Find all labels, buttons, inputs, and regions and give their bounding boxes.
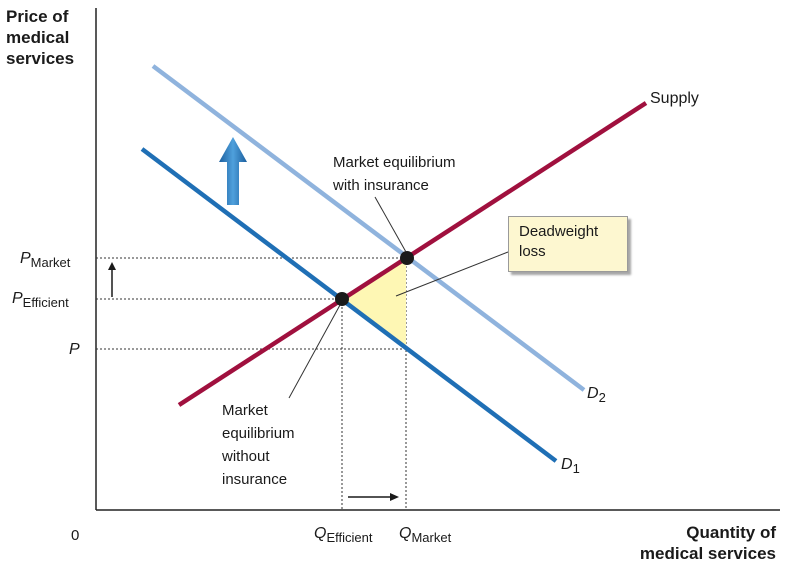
leader-deadweight xyxy=(395,251,509,297)
x-axis-title: Quantity of medical services xyxy=(640,522,776,564)
supply-label: Supply xyxy=(650,90,699,107)
quantity-label-q-market: QMarket xyxy=(399,525,452,545)
price-label-p-efficient: PEfficient xyxy=(12,290,69,310)
demand-curve-d1 xyxy=(140,147,558,463)
leader-without-insurance xyxy=(288,304,341,399)
equilibrium-without-insurance-point xyxy=(335,292,349,306)
y-axis-title: Price of medical services xyxy=(6,6,74,69)
deadweight-loss-line: Deadweight xyxy=(519,223,599,240)
origin-label: 0 xyxy=(71,527,79,544)
deadweight-loss-label-box: Deadweight loss xyxy=(508,216,628,272)
right-arrow-icon xyxy=(348,493,399,501)
demand-curve-d2 xyxy=(151,64,586,392)
d2-label: D2 xyxy=(587,385,606,405)
equilibrium-with-insurance-point xyxy=(400,251,414,265)
annotation-without-insurance: Market equilibrium without insurance xyxy=(221,402,299,488)
y-axis-title-line: medical xyxy=(6,28,70,47)
d1-label: D1 xyxy=(561,456,580,476)
y-axis-title-line: Price of xyxy=(6,7,69,26)
price-label-p: P xyxy=(69,341,80,358)
y-axis-title-line: services xyxy=(6,49,75,68)
deadweight-loss-line: loss xyxy=(519,243,546,260)
x-axis-title-line: medical services xyxy=(639,544,776,563)
x-axis-title-line: Quantity of xyxy=(686,523,776,542)
up-shift-arrow-icon xyxy=(219,137,247,205)
quantity-label-q-efficient: QEfficient xyxy=(314,525,373,545)
annotation-with-insurance: Market equilibrium with insurance xyxy=(332,154,460,194)
leader-with-insurance xyxy=(374,196,407,253)
small-up-arrow-icon xyxy=(108,262,116,297)
price-label-p-market: PMarket xyxy=(20,250,71,270)
deadweight-loss-area xyxy=(342,258,406,349)
